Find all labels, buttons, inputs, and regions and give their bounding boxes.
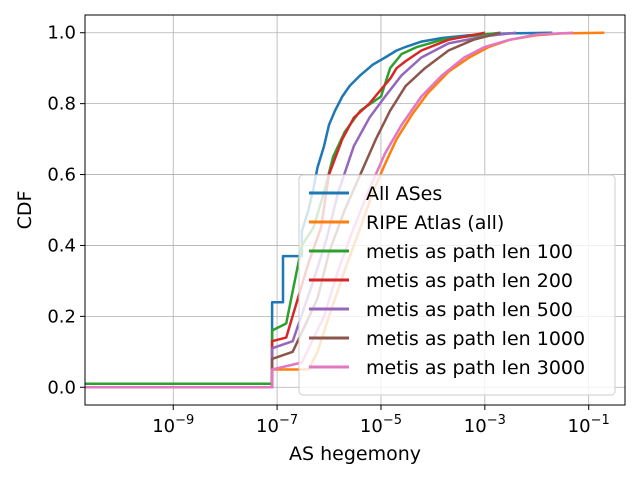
series-layer	[85, 31, 605, 389]
y-tick-label: 0.8	[47, 94, 76, 115]
series-line-3	[85, 31, 486, 389]
y-tick-label: 0.0	[47, 377, 76, 398]
x-tick-label: 10−7	[256, 413, 298, 437]
legend-label: metis as path len 3000	[366, 357, 585, 379]
series-line-0	[85, 31, 553, 389]
y-tick-label: 0.2	[47, 306, 76, 327]
y-axis-label: CDF	[14, 191, 36, 230]
legend-label: metis as path len 200	[366, 270, 573, 292]
plot-frame	[84, 14, 626, 406]
series-line-4	[85, 31, 517, 389]
series-line-6	[85, 31, 574, 389]
y-tick-label: 1.0	[47, 23, 76, 44]
axis-ticks: 10−9 10−7 10−5 10−3 10−1 0.0 0.2 0.4 0.6 0.8 1.0	[47, 23, 609, 437]
legend-label: metis as path len 100	[366, 241, 573, 263]
legend-label: metis as path len 1000	[366, 328, 585, 350]
y-tick-label: 0.6	[47, 165, 76, 186]
legend: All ASes RIPE Atlas (all) metis as path le…	[298, 174, 616, 396]
x-axis-label: AS hegemony	[289, 443, 421, 465]
x-tick-label: 10−1	[568, 413, 610, 437]
series-line-2	[85, 31, 501, 385]
x-tick-label: 10−5	[360, 413, 402, 437]
x-tick-label: 10−3	[464, 413, 506, 437]
legend-box	[298, 174, 616, 396]
legend-label: RIPE Atlas (all)	[366, 212, 504, 234]
legend-label: All ASes	[366, 183, 442, 205]
y-tick-label: 0.4	[47, 235, 76, 256]
legend-label: metis as path len 500	[366, 299, 573, 321]
x-tick-label: 10−9	[152, 413, 194, 437]
